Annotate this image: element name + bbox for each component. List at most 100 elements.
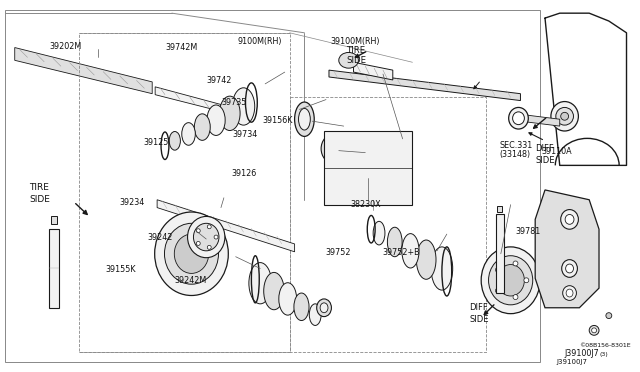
- Ellipse shape: [196, 229, 200, 232]
- Text: TIRE: TIRE: [29, 183, 49, 192]
- Text: 39242M: 39242M: [175, 276, 207, 285]
- Text: (3): (3): [599, 352, 608, 357]
- Ellipse shape: [566, 289, 573, 297]
- Text: J39100J7: J39100J7: [556, 359, 588, 365]
- Text: 39735: 39735: [221, 98, 246, 107]
- Text: ©08B156-8301E: ©08B156-8301E: [579, 343, 631, 347]
- Ellipse shape: [174, 234, 209, 273]
- Ellipse shape: [188, 217, 225, 258]
- Ellipse shape: [309, 304, 321, 326]
- Text: 39734: 39734: [232, 130, 258, 140]
- Ellipse shape: [495, 288, 500, 293]
- Ellipse shape: [561, 112, 568, 120]
- Text: 39752+B: 39752+B: [382, 248, 420, 257]
- Ellipse shape: [264, 272, 284, 310]
- Ellipse shape: [321, 134, 347, 163]
- Polygon shape: [535, 190, 599, 308]
- Text: 39100M(RH): 39100M(RH): [330, 37, 380, 46]
- Text: 39752: 39752: [326, 248, 351, 257]
- Ellipse shape: [169, 131, 180, 150]
- Ellipse shape: [196, 241, 200, 246]
- Text: 9100M(RH): 9100M(RH): [237, 37, 282, 46]
- Ellipse shape: [387, 227, 402, 257]
- Ellipse shape: [325, 139, 342, 158]
- Ellipse shape: [339, 146, 344, 151]
- Ellipse shape: [563, 286, 577, 301]
- Polygon shape: [155, 87, 221, 111]
- Text: 39126: 39126: [231, 169, 257, 178]
- Text: 38230X: 38230X: [351, 201, 381, 209]
- Ellipse shape: [556, 108, 573, 125]
- Ellipse shape: [328, 139, 332, 144]
- Text: 39125: 39125: [143, 138, 169, 147]
- Ellipse shape: [207, 105, 225, 135]
- Ellipse shape: [497, 264, 524, 296]
- Text: 39742: 39742: [206, 76, 232, 84]
- Ellipse shape: [317, 299, 332, 317]
- Ellipse shape: [294, 102, 314, 137]
- Ellipse shape: [294, 293, 309, 321]
- Text: 39234: 39234: [120, 198, 145, 207]
- Polygon shape: [540, 259, 584, 281]
- Polygon shape: [329, 70, 520, 100]
- Ellipse shape: [214, 235, 218, 239]
- Text: 39781: 39781: [515, 227, 541, 236]
- Bar: [51, 217, 57, 224]
- Ellipse shape: [402, 234, 419, 268]
- Ellipse shape: [155, 212, 228, 295]
- Polygon shape: [520, 114, 560, 126]
- Ellipse shape: [431, 247, 452, 290]
- Ellipse shape: [495, 267, 500, 272]
- Text: SEC.331: SEC.331: [500, 141, 533, 150]
- Ellipse shape: [606, 313, 612, 318]
- Text: SIDE: SIDE: [347, 56, 367, 65]
- Text: 39742M: 39742M: [165, 43, 198, 52]
- Ellipse shape: [417, 240, 436, 279]
- Text: 39242: 39242: [148, 233, 173, 243]
- Ellipse shape: [232, 88, 255, 125]
- Polygon shape: [157, 200, 294, 252]
- Text: DIFF: DIFF: [469, 303, 488, 312]
- Text: SIDE: SIDE: [29, 195, 51, 204]
- Ellipse shape: [195, 114, 211, 140]
- Ellipse shape: [220, 96, 240, 131]
- Ellipse shape: [298, 108, 310, 130]
- Text: 39155K: 39155K: [106, 265, 136, 274]
- Ellipse shape: [488, 256, 532, 305]
- Text: 39110A: 39110A: [541, 147, 572, 156]
- Ellipse shape: [513, 112, 524, 125]
- Text: TIRE: TIRE: [347, 46, 366, 55]
- Polygon shape: [49, 229, 59, 308]
- Ellipse shape: [207, 225, 211, 229]
- Ellipse shape: [182, 123, 195, 145]
- Ellipse shape: [249, 263, 271, 304]
- Text: SIDE: SIDE: [469, 315, 489, 324]
- Ellipse shape: [513, 261, 518, 266]
- Polygon shape: [353, 62, 393, 80]
- Polygon shape: [15, 48, 152, 94]
- Ellipse shape: [513, 295, 518, 299]
- Ellipse shape: [339, 52, 358, 68]
- Ellipse shape: [193, 223, 219, 251]
- Bar: [5, 10, 540, 362]
- Text: J39100J7: J39100J7: [564, 349, 599, 358]
- Text: (33148): (33148): [500, 150, 531, 160]
- Ellipse shape: [509, 108, 528, 129]
- Polygon shape: [496, 215, 504, 293]
- Ellipse shape: [328, 154, 332, 159]
- Bar: [497, 206, 502, 212]
- Ellipse shape: [320, 303, 328, 313]
- Ellipse shape: [207, 246, 211, 249]
- Text: 39156K: 39156K: [262, 116, 293, 125]
- Ellipse shape: [589, 326, 599, 335]
- Ellipse shape: [562, 260, 577, 277]
- Ellipse shape: [551, 102, 579, 131]
- Ellipse shape: [565, 215, 574, 224]
- Ellipse shape: [561, 209, 579, 229]
- Text: 39202M: 39202M: [49, 42, 81, 51]
- Ellipse shape: [481, 247, 540, 314]
- Text: SIDE: SIDE: [535, 156, 555, 165]
- Ellipse shape: [524, 278, 529, 283]
- Text: DIFF: DIFF: [535, 144, 554, 153]
- Ellipse shape: [566, 264, 573, 273]
